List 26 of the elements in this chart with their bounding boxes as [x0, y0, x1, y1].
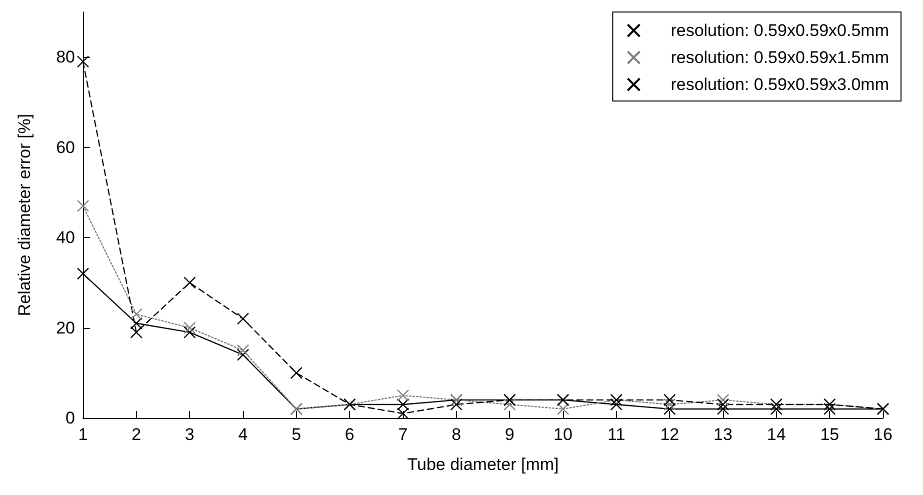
x-tick-label: 15 — [820, 425, 840, 444]
y-tick-label: 60 — [56, 138, 75, 157]
x-tick-label: 8 — [452, 425, 462, 444]
x-tick-label: 7 — [398, 425, 408, 444]
y-axis-title: Relative diameter error [%] — [15, 114, 34, 316]
x-tick-label: 16 — [874, 425, 892, 444]
x-tick-label: 5 — [292, 425, 302, 444]
y-tick-label: 0 — [66, 408, 75, 428]
y-tick-label: 80 — [56, 48, 75, 67]
x-tick-label: 2 — [132, 425, 142, 444]
x-tick-label: 3 — [184, 425, 194, 444]
x-tick-label: 12 — [660, 425, 680, 444]
y-tick-label: 40 — [56, 228, 75, 248]
x-tick-label: 1 — [78, 425, 88, 444]
x-tick-label: 4 — [238, 425, 248, 444]
legend-label: resolution: 0.59x0.59x3.0mm — [670, 75, 890, 94]
x-tick-label: 13 — [714, 425, 732, 444]
legend-label: resolution: 0.59x0.59x1.5mm — [670, 48, 890, 67]
x-tick-label: 14 — [766, 425, 786, 444]
x-tick-label: 10 — [554, 425, 572, 444]
x-axis-title: Tube diameter [mm] — [407, 455, 559, 474]
y-tick-label: 20 — [56, 318, 75, 338]
x-tick-label: 6 — [344, 425, 354, 444]
x-tick-label: 11 — [608, 425, 626, 444]
legend-label: resolution: 0.59x0.59x0.5mm — [670, 21, 890, 40]
x-tick-label: 9 — [504, 425, 514, 444]
